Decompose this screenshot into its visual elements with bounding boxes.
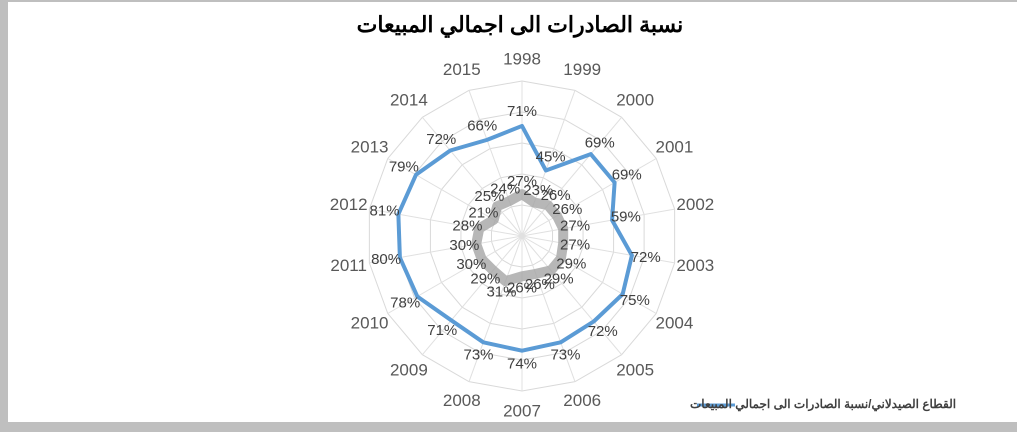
spoke <box>521 235 576 382</box>
plot-area <box>8 2 1017 422</box>
spoke <box>521 90 576 237</box>
category-label: 1998 <box>503 49 541 68</box>
category-label: 2012 <box>330 195 368 214</box>
data-label: 27% <box>507 173 537 190</box>
spoke <box>387 158 523 237</box>
data-label: 26% <box>552 201 582 218</box>
data-label: 21% <box>468 205 498 222</box>
category-label: 2000 <box>616 91 654 110</box>
series-line <box>396 123 634 353</box>
data-label: 72% <box>588 323 618 340</box>
category-label: 2009 <box>390 360 428 379</box>
category-label: 2015 <box>443 60 481 79</box>
data-label: 31% <box>486 283 516 300</box>
data-label: 79% <box>389 159 419 176</box>
data-label: 69% <box>612 166 642 183</box>
data-label: 29% <box>544 271 574 288</box>
data-label: 23% <box>523 182 553 199</box>
spoke <box>521 235 623 356</box>
legend-label: القطاع الصيدلاني/نسبة الصادرات الى اجمال… <box>690 397 956 412</box>
spoke <box>521 158 657 237</box>
data-label: 26% <box>541 187 571 204</box>
data-label: 80% <box>371 251 401 268</box>
chart-title: نسبة الصادرات الى اجمالي المبيعات <box>357 12 684 38</box>
spoke <box>521 208 675 237</box>
spoke <box>387 235 523 314</box>
data-label: 71% <box>427 322 457 339</box>
data-label: 25% <box>474 188 504 205</box>
data-label: 30% <box>456 256 486 273</box>
data-label: 29% <box>556 255 586 272</box>
category-label: 1999 <box>563 60 601 79</box>
spoke <box>521 235 657 314</box>
category-label: 2007 <box>503 401 541 420</box>
category-label: 2010 <box>351 313 389 332</box>
spoke <box>421 235 523 356</box>
series-line <box>471 189 569 287</box>
spoke <box>521 235 675 264</box>
data-label: 27% <box>560 218 590 235</box>
spoke <box>421 116 523 237</box>
category-label: 2011 <box>330 256 367 275</box>
data-label: 26% <box>507 279 537 296</box>
data-label: 30% <box>449 237 479 254</box>
category-label: 2003 <box>676 256 714 275</box>
data-label: 29% <box>470 271 500 288</box>
spoke <box>468 235 523 382</box>
spoke <box>468 90 523 237</box>
data-label: 73% <box>550 346 580 363</box>
data-label: 73% <box>463 346 493 363</box>
category-label: 2013 <box>351 137 389 156</box>
data-label: 81% <box>370 203 400 220</box>
data-label: 72% <box>426 131 456 148</box>
data-label: 78% <box>390 294 420 311</box>
spoke <box>521 116 623 237</box>
category-label: 2006 <box>563 391 601 410</box>
category-label: 2002 <box>676 195 714 214</box>
category-label: 2008 <box>443 391 481 410</box>
data-label: 75% <box>620 292 650 309</box>
category-label: 2014 <box>390 91 428 110</box>
spoke <box>369 208 523 237</box>
data-label: 59% <box>611 209 641 226</box>
category-label: 2005 <box>616 360 654 379</box>
category-label: 2004 <box>656 313 694 332</box>
spoke <box>369 235 523 264</box>
data-label: 71% <box>507 103 537 120</box>
data-label: 28% <box>452 217 482 234</box>
data-label: 24% <box>490 181 520 198</box>
data-label: 66% <box>467 118 497 135</box>
data-label: 72% <box>631 249 661 266</box>
category-label: 2001 <box>656 137 694 156</box>
data-label: 27% <box>560 236 590 253</box>
data-label: 69% <box>585 134 615 151</box>
data-label: 74% <box>507 356 537 373</box>
data-label: 45% <box>536 148 566 165</box>
data-label: 26% <box>525 276 555 293</box>
